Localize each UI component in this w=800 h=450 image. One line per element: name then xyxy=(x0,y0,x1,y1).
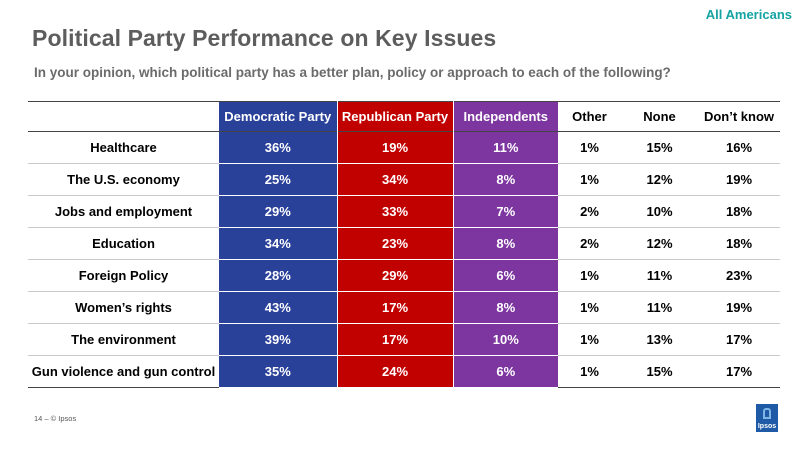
row-issue-label: Healthcare xyxy=(90,140,157,155)
table-cell: 8% xyxy=(453,227,558,260)
table-cell: 24% xyxy=(337,355,454,388)
audience-label: All Americans xyxy=(705,7,792,22)
table-cell: 23% xyxy=(725,268,753,283)
table-cell: 1% xyxy=(580,332,599,347)
table-row: Education 34% 23% 8% 2% 12% 18% xyxy=(28,227,780,260)
table-header-row: Democratic Party Republican Party Indepe… xyxy=(28,101,780,132)
issue-column-header xyxy=(28,102,219,132)
table-cell: 10% xyxy=(453,323,558,356)
row-issue-label: Gun violence and gun control xyxy=(31,364,216,379)
table-cell: 1% xyxy=(580,172,599,187)
column-header-dont-know: Don’t know xyxy=(703,109,775,124)
table-cell: 23% xyxy=(337,227,454,260)
table-cell: 33% xyxy=(337,195,454,228)
table-cell: 19% xyxy=(337,131,454,164)
table-cell: 18% xyxy=(725,236,753,251)
table-cell: 29% xyxy=(219,195,338,228)
table-cell: 34% xyxy=(337,163,454,196)
column-header-democratic: Democratic Party xyxy=(219,101,338,132)
table-cell: 8% xyxy=(453,291,558,324)
table-cell: 19% xyxy=(725,300,753,315)
table-cell: 11% xyxy=(453,131,558,164)
table-cell: 19% xyxy=(725,172,753,187)
table-cell: 7% xyxy=(453,195,558,228)
ipsos-logo-icon xyxy=(763,408,771,419)
table-cell: 1% xyxy=(580,268,599,283)
row-issue-label: Women’s rights xyxy=(75,300,172,315)
table-cell: 2% xyxy=(580,204,599,219)
column-header-independents: Independents xyxy=(453,101,558,132)
ipsos-logo: Ipsos xyxy=(756,404,778,432)
table-cell: 43% xyxy=(219,291,338,324)
table-cell: 12% xyxy=(646,172,673,187)
table-cell: 35% xyxy=(219,355,338,388)
table-cell: 17% xyxy=(725,364,753,379)
page-footer: 14 ‒ © Ipsos xyxy=(34,414,77,423)
column-header-none: None xyxy=(643,109,676,124)
table-cell: 17% xyxy=(337,323,454,356)
table-row: The U.S. economy 25% 34% 8% 1% 12% 19% xyxy=(28,163,780,196)
table-cell: 11% xyxy=(646,268,673,283)
row-issue-label: Education xyxy=(92,236,155,251)
row-issue-label: Jobs and employment xyxy=(54,204,193,219)
table-cell: 17% xyxy=(337,291,454,324)
table-cell: 6% xyxy=(453,355,558,388)
table-cell: 36% xyxy=(219,131,338,164)
row-issue-label: The U.S. economy xyxy=(67,172,180,187)
table-cell: 15% xyxy=(646,364,673,379)
table-cell: 1% xyxy=(580,140,599,155)
table-row: Women’s rights 43% 17% 8% 1% 11% 19% xyxy=(28,291,780,324)
table-cell: 25% xyxy=(219,163,338,196)
table-cell: 18% xyxy=(725,204,753,219)
table-cell: 28% xyxy=(219,259,338,292)
row-issue-label: Foreign Policy xyxy=(78,268,169,283)
table-row: Jobs and employment 29% 33% 7% 2% 10% 18% xyxy=(28,195,780,228)
table-cell: 10% xyxy=(646,204,673,219)
column-header-republican: Republican Party xyxy=(337,101,454,132)
table-cell: 16% xyxy=(725,140,753,155)
results-table: Democratic Party Republican Party Indepe… xyxy=(28,101,780,388)
table-cell: 12% xyxy=(646,236,673,251)
table-cell: 15% xyxy=(646,140,673,155)
table-cell: 1% xyxy=(580,300,599,315)
table-cell: 11% xyxy=(646,300,673,315)
table-cell: 17% xyxy=(725,332,753,347)
table-row: The environment 39% 17% 10% 1% 13% 17% xyxy=(28,323,780,356)
table-row: Foreign Policy 28% 29% 6% 1% 11% 23% xyxy=(28,259,780,292)
table-cell: 1% xyxy=(580,364,599,379)
row-issue-label: The environment xyxy=(71,332,176,347)
table-row: Gun violence and gun control 35% 24% 6% 1% 15… xyxy=(28,355,780,388)
table-row: Healthcare 36% 19% 11% 1% 15% 16% xyxy=(28,131,780,164)
table-cell: 13% xyxy=(646,332,673,347)
table-cell: 6% xyxy=(453,259,558,292)
column-header-other: Other xyxy=(572,109,607,124)
table-cell: 39% xyxy=(219,323,338,356)
table-cell: 2% xyxy=(580,236,599,251)
logo-text: Ipsos xyxy=(757,423,777,430)
table-cell: 8% xyxy=(453,163,558,196)
page-title: Political Party Performance on Key Issue… xyxy=(32,25,497,51)
table-cell: 29% xyxy=(337,259,454,292)
table-cell: 34% xyxy=(219,227,338,260)
page-subtitle: In your opinion, which political party h… xyxy=(34,65,671,80)
